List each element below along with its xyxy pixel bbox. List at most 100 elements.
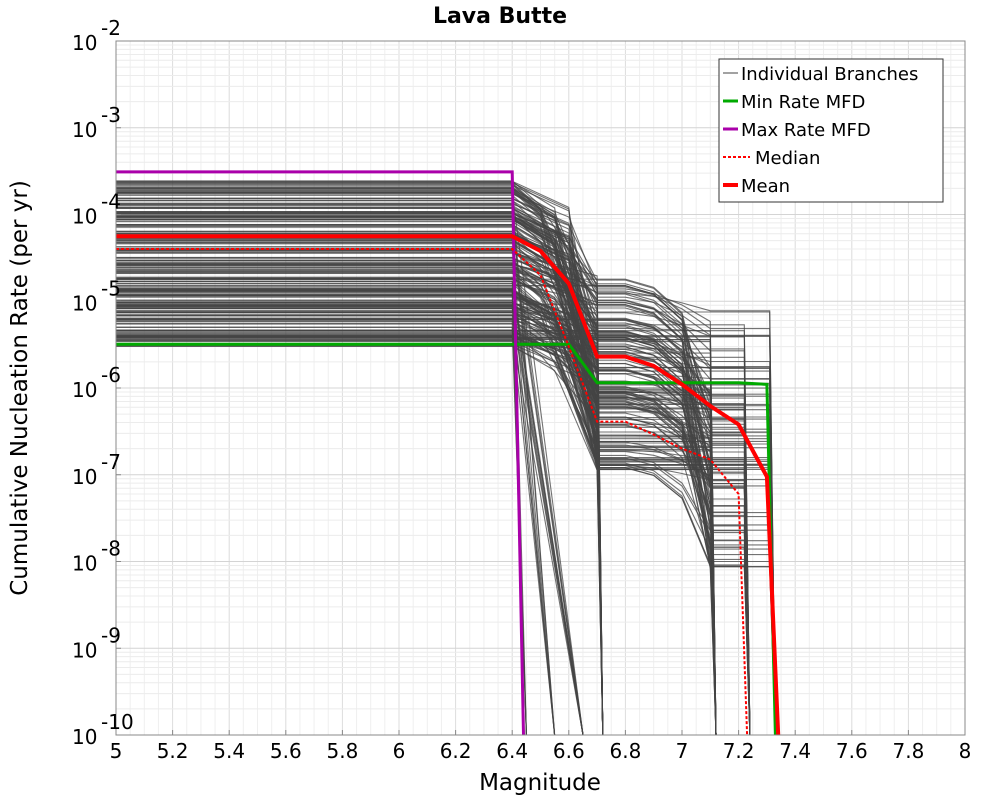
- branch-line: [116, 289, 604, 736]
- branch-line: [116, 180, 751, 736]
- branch-line: [116, 317, 751, 736]
- branch-line: [116, 194, 751, 736]
- y-tick-label: 10: [72, 378, 97, 402]
- branch-line: [116, 310, 776, 736]
- branch-line: [116, 307, 604, 736]
- y-tick-label: 10: [72, 725, 97, 749]
- legend-box: [718, 58, 944, 203]
- branch-line: [116, 241, 717, 736]
- branch-line: [116, 259, 776, 736]
- branch-line: [116, 312, 717, 736]
- y-tick-exponent: -8: [101, 537, 121, 561]
- branch-line: [116, 234, 751, 736]
- branch-line: [116, 288, 751, 736]
- y-tick-label: 10: [72, 118, 97, 142]
- branch-line: [116, 319, 527, 736]
- y-tick-label: 10: [72, 205, 97, 229]
- branch-line: [116, 180, 751, 736]
- x-tick-label: 7.8: [892, 739, 924, 763]
- x-tick-label: 6: [393, 739, 406, 763]
- branch-line: [116, 307, 717, 736]
- branch-line: [116, 280, 584, 736]
- series-line-max-rate-mfd: [116, 170, 525, 736]
- y-tick-exponent: -10: [101, 710, 134, 734]
- branch-line: [116, 296, 717, 736]
- x-tick-label: 5.4: [213, 739, 245, 763]
- branch-line: [116, 219, 751, 736]
- branch-line: [116, 225, 717, 736]
- x-tick-label: 5.6: [270, 739, 302, 763]
- legend-label: Max Rate MFD: [741, 120, 871, 141]
- branch-line: [116, 252, 751, 736]
- branch-line: [116, 243, 717, 736]
- branch-line: [116, 204, 527, 736]
- branch-line: [116, 190, 751, 736]
- legend-label: Min Rate MFD: [741, 92, 865, 113]
- branch-line: [116, 267, 751, 736]
- y-tick-exponent: -7: [101, 450, 121, 474]
- branch-line: [116, 289, 751, 736]
- branch-line: [116, 340, 717, 736]
- y-tick-exponent: -6: [101, 363, 121, 387]
- branch-line: [116, 307, 584, 736]
- series-line-median: [116, 248, 749, 736]
- branch-line: [116, 262, 776, 736]
- branch-line: [116, 249, 717, 736]
- branch-line: [116, 314, 584, 736]
- branch-line: [116, 290, 527, 736]
- legend-label: Median: [755, 148, 820, 169]
- branch-line: [116, 197, 717, 736]
- y-tick-exponent: -9: [101, 623, 121, 647]
- x-tick-label: 7.4: [779, 739, 811, 763]
- y-tick-label: 10: [72, 552, 97, 576]
- branch-line: [116, 321, 751, 736]
- branch-line: [116, 213, 776, 736]
- branch-line: [116, 336, 751, 736]
- chart-title: Lava Butte: [433, 4, 567, 29]
- branch-line: [116, 184, 751, 736]
- y-tick-label: 10: [72, 31, 97, 55]
- branch-line: [116, 246, 584, 736]
- y-tick-exponent: -5: [101, 276, 121, 300]
- y-axis-label: Cumulative Nucleation Rate (per yr): [7, 180, 33, 596]
- branch-line: [116, 288, 527, 736]
- branch-line: [116, 292, 776, 736]
- branch-line: [116, 305, 556, 736]
- x-tick-label: 8: [959, 739, 972, 763]
- y-tick-label: 10: [72, 465, 97, 489]
- y-tick-label: 10: [72, 638, 97, 662]
- branch-line: [116, 307, 776, 736]
- branch-line: [116, 236, 751, 736]
- branch-line: [116, 345, 604, 736]
- x-axis-ticks: 5 5.2 5.4 5.6 5.8 6 6.2 6.4 6.6 6.8 7 7.2 7.4 7.6 7.8 8: [110, 730, 972, 763]
- branch-line: [116, 299, 584, 736]
- branch-line: [116, 315, 717, 736]
- x-tick-label: 5.8: [326, 739, 358, 763]
- x-tick-label: 6.2: [440, 739, 472, 763]
- x-tick-label: 5: [110, 739, 123, 763]
- branch-line: [116, 272, 751, 736]
- y-axis-ticks: 10-210-310-410-510-610-710-810-910-10: [72, 16, 134, 749]
- branch-line: [116, 323, 604, 736]
- x-tick-label: 7.6: [836, 739, 868, 763]
- branch-line: [116, 188, 717, 736]
- series-line-min-rate-mfd: [116, 342, 777, 736]
- y-tick-exponent: -3: [101, 103, 121, 127]
- y-tick-label: 10: [72, 291, 97, 315]
- legend: Individual Branches Min Rate MFD Max Rate …: [718, 58, 944, 203]
- x-axis-label: Magnitude: [479, 770, 601, 796]
- branch-line: [116, 318, 776, 736]
- series-line-mean: [116, 234, 781, 736]
- x-tick-label: 5.2: [157, 739, 189, 763]
- branch-line: [116, 293, 751, 736]
- branch-line: [116, 343, 717, 736]
- branch-line: [116, 249, 776, 736]
- branch-line: [116, 335, 776, 736]
- legend-label: Individual Branches: [741, 64, 918, 85]
- x-tick-label: 6.8: [609, 739, 641, 763]
- branch-line: [116, 311, 604, 736]
- x-tick-label: 6.6: [553, 739, 585, 763]
- branch-line: [116, 336, 751, 736]
- series-lines: [116, 170, 781, 736]
- branch-line: [116, 257, 717, 736]
